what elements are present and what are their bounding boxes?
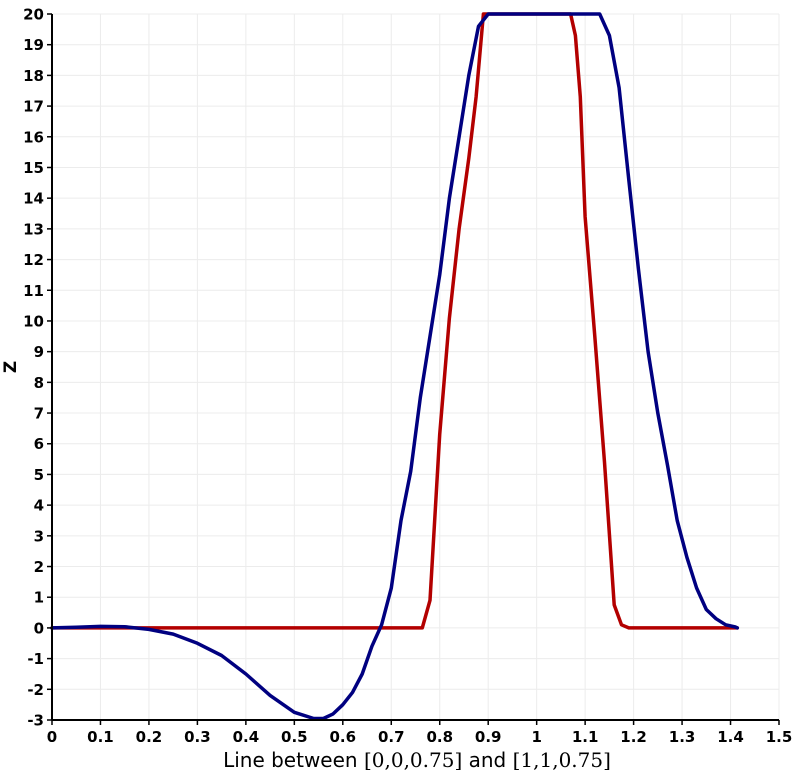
y-axis-title: Z [1, 361, 21, 373]
x-tick-label: 0.8 [426, 728, 453, 746]
y-tick-label: -3 [27, 712, 44, 730]
x-tick-label: 0.3 [184, 728, 211, 746]
y-tick-label: 10 [23, 312, 44, 330]
x-tick-label: 0.9 [475, 728, 502, 746]
x-tick-label: 0.4 [233, 728, 260, 746]
x-tick-label: 0.2 [136, 728, 163, 746]
y-tick-label: -1 [27, 650, 44, 668]
x-tick-label: 1.5 [766, 728, 793, 746]
grid-lines [51, 13, 780, 721]
y-tick-label: 14 [23, 190, 44, 208]
y-tick-label: 17 [23, 98, 44, 116]
x-tick-label: 0.7 [378, 728, 405, 746]
x-tick-label: 0.1 [87, 728, 114, 746]
y-tick-label: 13 [23, 220, 44, 238]
y-tick-label: 15 [23, 159, 44, 177]
y-tick-label: 16 [23, 128, 44, 146]
y-tick-label: 12 [23, 251, 44, 269]
axes [51, 14, 779, 721]
y-tick-label: 0 [34, 619, 44, 637]
y-tick-label: 11 [23, 282, 44, 300]
y-tick-label: 18 [23, 67, 44, 85]
x-tick-label: 0.6 [330, 728, 357, 746]
x-tick-label: 1.4 [717, 728, 744, 746]
y-tick-label: 5 [34, 466, 44, 484]
x-tick-label: 0.5 [281, 728, 308, 746]
series-line-2 [50, 12, 740, 721]
x-axis-title: Line between [0,0,0.75] and [1,1,0.75] [223, 748, 611, 772]
y-tick-label: 9 [34, 343, 44, 361]
y-tick-label: 20 [23, 6, 44, 24]
x-tick-labels: 0 0.1 0.2 0.3 0.4 0.5 0.6 0.7 0.8 0.9 1 1.1 1.2 1.3 1.… [47, 720, 793, 746]
y-tick-label: 19 [23, 36, 44, 54]
y-tick-label: 8 [34, 374, 44, 392]
y-tick-label: -2 [27, 681, 44, 699]
x-tick-label: 1 [531, 728, 541, 746]
y-tick-label: 6 [34, 435, 44, 453]
x-tick-label: 1.1 [572, 728, 599, 746]
y-tick-label: 7 [34, 405, 44, 423]
series-lines [50, 12, 740, 721]
y-tick-label: 2 [34, 558, 44, 576]
x-tick-label: 0 [47, 728, 57, 746]
x-tick-label: 1.3 [669, 728, 696, 746]
y-tick-label: 1 [34, 589, 44, 607]
y-tick-label: 4 [34, 497, 44, 515]
y-tick-label: 3 [34, 527, 44, 545]
x-tick-label: 1.2 [620, 728, 647, 746]
